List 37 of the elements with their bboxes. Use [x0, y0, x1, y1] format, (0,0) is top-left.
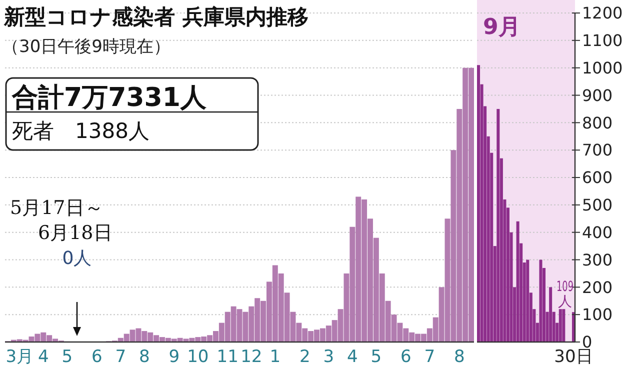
annotation: 死者 1388人: [12, 119, 150, 143]
x-tick-label: 1: [270, 347, 281, 367]
y-tick-label: 300: [582, 250, 613, 270]
x-tick-label: 5: [370, 347, 382, 367]
y-tick-label: 1200: [582, 4, 623, 23]
y-tick-label: 600: [582, 168, 613, 188]
x-tick-label: 6: [400, 347, 412, 367]
x-tick-label: 2: [299, 347, 310, 367]
y-tick-label: 1000: [582, 58, 623, 78]
x-tick-label: 4: [347, 347, 358, 367]
text: （30日午後9時現在）: [2, 37, 170, 57]
x-tick-label: 11: [216, 347, 238, 367]
annotation: 合計7万7331人: [11, 83, 208, 113]
y-tick-label: 500: [582, 196, 613, 215]
chart-title: 9月: [483, 15, 520, 40]
y-tick-label: 700: [582, 140, 613, 160]
x-tick-label: 8: [454, 347, 465, 367]
x-tick-label: 3月: [6, 347, 34, 367]
y-tick-label: 800: [582, 113, 613, 132]
y-tick-label: 900: [582, 86, 613, 105]
y-tick-label: 200: [582, 278, 613, 297]
x-tick-label: 3: [323, 347, 334, 367]
x-tick-label: 7: [424, 347, 436, 367]
x-tick-label: 6: [91, 347, 102, 367]
y-tick-label: 1100: [582, 31, 623, 50]
y-tick-label: 100: [582, 305, 613, 324]
x-tick-label: 12: [240, 347, 262, 367]
x-tick-label: 4: [38, 347, 49, 367]
x-tick-label: 7: [115, 347, 126, 367]
x-tick-label: 8: [139, 347, 150, 367]
y-tick-label: 400: [582, 222, 613, 242]
x-tick-label: 5: [62, 347, 73, 367]
chart-title: 新型コロナ感染者 兵庫県内推移: [3, 5, 308, 29]
annotation: 109 人: [556, 279, 584, 310]
x-tick-label: 9: [168, 347, 180, 367]
x-tick-label: 10: [187, 347, 209, 367]
annotation: 5月17日～ 6月18日 0人: [10, 197, 112, 269]
